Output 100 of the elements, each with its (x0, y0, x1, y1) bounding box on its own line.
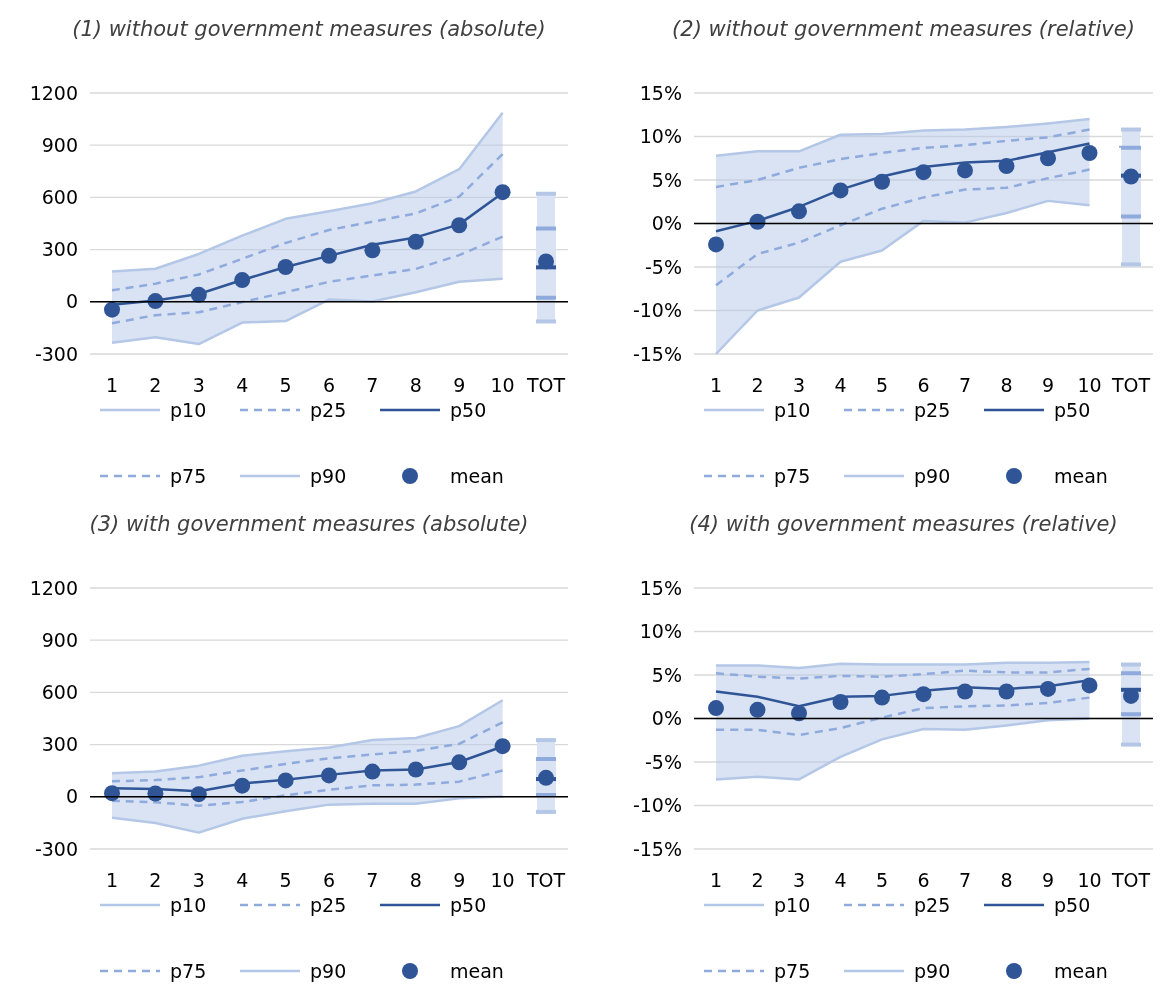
y-tick-label: 900 (41, 133, 78, 156)
y-tick-label: 10% (639, 620, 682, 643)
y-tick-label: 1200 (29, 81, 78, 104)
legend-label: p50 (1054, 398, 1091, 421)
legend-label: p90 (310, 464, 347, 487)
point (749, 701, 766, 718)
point (407, 233, 424, 250)
x-tick-label: 10 (1077, 374, 1102, 396)
point (277, 772, 294, 789)
point (791, 705, 807, 722)
legend-label: mean (1054, 464, 1108, 487)
x-tick-label: 2 (751, 374, 764, 396)
y-tick-label: -5% (645, 255, 682, 278)
y-tick-label: 600 (41, 681, 78, 704)
x-tick-label: TOT (1110, 374, 1151, 396)
y-tick-label: -10% (632, 794, 682, 817)
x-tick-label: 9 (453, 869, 466, 891)
point (321, 247, 337, 264)
x-tick-label: 9 (453, 374, 466, 396)
point (957, 683, 973, 700)
line-series (714, 717, 1091, 781)
y-tick-label: 15% (639, 576, 682, 599)
legend-label: p25 (310, 893, 347, 916)
point (832, 182, 849, 199)
point (708, 700, 724, 717)
legend-label: p75 (170, 464, 207, 487)
y-tick-label: 0% (651, 707, 682, 730)
x-tick-label: 3 (792, 374, 806, 396)
line-series (714, 128, 1091, 189)
line-series (110, 795, 504, 834)
point (874, 173, 890, 190)
point (874, 689, 890, 706)
legend-label: p75 (774, 464, 811, 487)
x-tick-label: 8 (1000, 374, 1013, 396)
chart-title: (4) with government measures (relative) (689, 512, 1118, 536)
point (832, 693, 849, 710)
legend-label: mean (450, 464, 504, 487)
point (494, 184, 511, 201)
y-tick-label: -15% (632, 342, 682, 365)
line-series (110, 111, 504, 273)
line-series (714, 199, 1091, 356)
y-tick-label: 0% (651, 212, 682, 235)
x-tick-label: 10 (490, 374, 515, 396)
x-tick-label: 2 (149, 869, 162, 891)
line-series (714, 667, 1091, 680)
x-tick-label: 9 (1041, 374, 1055, 396)
x-tick-label: 5 (279, 869, 292, 891)
point (234, 777, 251, 794)
x-tick-label: 6 (322, 869, 336, 891)
x-tick-label: 3 (192, 374, 205, 396)
x-tick-label: 10 (1077, 869, 1102, 891)
x-tick-label: 4 (834, 374, 847, 396)
x-tick-label: 3 (192, 869, 205, 891)
y-tick-label: -300 (34, 837, 78, 860)
point (915, 164, 932, 181)
x-tick-label: 4 (236, 374, 249, 396)
x-tick-label: 6 (917, 869, 930, 891)
chart-title: (3) with government measures (absolute) (89, 512, 529, 536)
point (915, 686, 932, 703)
y-tick-label: -10% (632, 299, 682, 322)
y-tick-label: 300 (41, 733, 78, 756)
point (321, 767, 337, 784)
x-tick-label: 8 (409, 869, 422, 891)
x-tick-label: 2 (149, 374, 162, 396)
point (407, 761, 424, 778)
point (451, 754, 468, 771)
x-tick-label: 10 (490, 869, 515, 891)
y-tick-label: 300 (41, 238, 78, 261)
y-tick-label: 0 (65, 785, 78, 808)
y-tick-label: 1200 (29, 576, 78, 599)
line-series (714, 696, 1091, 737)
x-tick-label: TOT (525, 869, 566, 891)
point (277, 259, 294, 275)
line-series (110, 235, 504, 325)
legend-label: p10 (774, 398, 811, 421)
line-series (714, 660, 1091, 670)
x-tick-label: 8 (1000, 869, 1013, 891)
point (791, 203, 807, 220)
point (1081, 677, 1098, 694)
x-tick-label: 7 (366, 869, 379, 891)
x-tick-label: 5 (875, 869, 889, 891)
legend-label: p90 (914, 464, 951, 487)
legend-label: p25 (914, 893, 951, 916)
line-series (110, 277, 504, 346)
y-tick-label: 900 (41, 628, 78, 651)
legend-label: p25 (310, 398, 347, 421)
legend-label: p10 (170, 893, 207, 916)
legend-label: p10 (170, 398, 207, 421)
y-tick-label: 5% (651, 663, 682, 686)
line-series (110, 698, 504, 775)
y-tick-label: 0 (65, 290, 78, 313)
legend-label: p50 (450, 398, 487, 421)
y-tick-label: -15% (632, 837, 682, 860)
x-tick-label: TOT (1110, 869, 1151, 891)
point (708, 236, 724, 253)
x-tick-label: 8 (409, 374, 422, 396)
x-tick-label: 3 (792, 869, 806, 891)
x-tick-label: 5 (279, 374, 292, 396)
legend-label: mean (1054, 959, 1108, 982)
y-tick-label: 600 (41, 186, 78, 209)
